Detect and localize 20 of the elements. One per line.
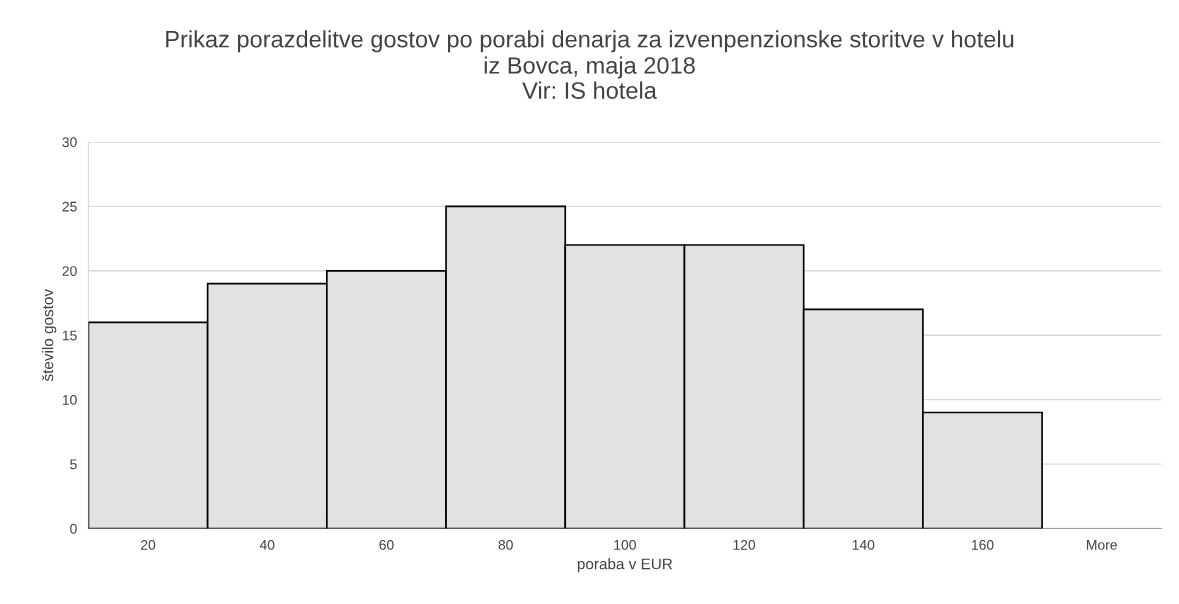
y-tick-label: 0 xyxy=(70,523,77,534)
x-tick-label: 120 xyxy=(733,539,756,550)
x-tick-label: 60 xyxy=(379,539,394,550)
y-tick-label: 5 xyxy=(70,459,77,470)
x-tick-label: 160 xyxy=(971,539,994,550)
x-tick-label: 140 xyxy=(852,539,875,550)
x-tick-label: 40 xyxy=(259,539,275,550)
y-tick-label: 25 xyxy=(62,201,77,212)
x-axis-title: poraba v EUR xyxy=(577,558,673,573)
chart-title: Prikaz porazdelitve gostov po porabi denarja za izvenpenzionske storitve v hotelu iz Bovca, maja 2018 xyxy=(166,30,1014,79)
y-tick-label: 30 xyxy=(62,137,77,148)
y-tick-label: 20 xyxy=(62,266,77,276)
chart-subtitle: Vir: IS hotela xyxy=(522,81,657,99)
x-tick-label: 100 xyxy=(614,539,636,550)
x-tick-label: More xyxy=(1087,540,1117,550)
y-tick-label: 10 xyxy=(62,394,77,405)
x-tick-label: 20 xyxy=(141,539,156,550)
y-axis-title: število gostov xyxy=(42,288,57,382)
x-tick-label: 80 xyxy=(498,539,513,550)
y-tick-label: 15 xyxy=(62,330,77,341)
